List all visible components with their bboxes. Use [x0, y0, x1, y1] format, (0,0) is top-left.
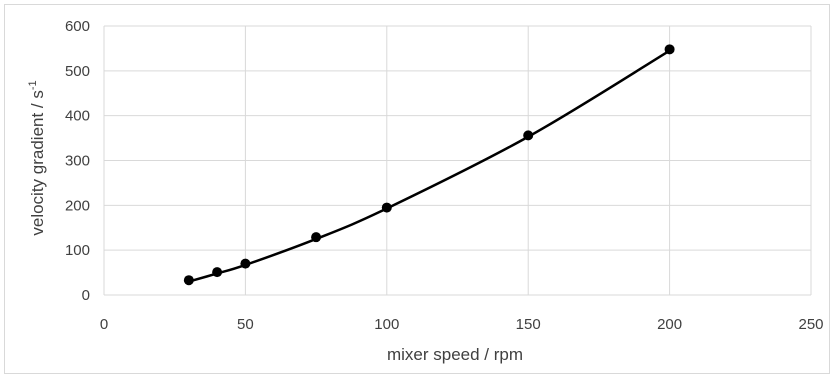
y-tick-label: 100: [65, 242, 90, 259]
x-tick-label: 50: [237, 316, 254, 333]
trend-curve-layer: [188, 49, 671, 283]
data-point: [240, 258, 251, 269]
trend-curve: [188, 49, 671, 283]
x-tick-label: 150: [516, 316, 541, 333]
tick-labels: 0 100 200 300 400 500 600 0 50 100 150 200 250: [65, 18, 824, 333]
chart-area: [4, 4, 830, 374]
data-points: [183, 44, 675, 286]
y-tick-label: 500: [65, 63, 90, 80]
data-point: [212, 267, 223, 278]
data-point: [183, 275, 194, 286]
y-tick-label: 200: [65, 197, 90, 214]
y-tick-label: 300: [65, 153, 90, 170]
y-axis-title: velocity gradient / s-1: [27, 80, 47, 235]
data-point: [311, 232, 322, 243]
data-point: [664, 44, 675, 55]
x-tick-label: 100: [374, 316, 399, 333]
y-tick-label: 0: [82, 287, 90, 304]
x-tick-label: 200: [657, 316, 682, 333]
data-point: [381, 202, 392, 213]
y-tick-label: 600: [65, 18, 90, 35]
x-axis-title: mixer speed / rpm: [387, 345, 523, 364]
y-tick-label: 400: [65, 108, 90, 125]
gridlines: [103, 25, 812, 296]
data-point: [523, 130, 534, 141]
y-axis-title-text: velocity gradient / s: [28, 90, 47, 236]
x-tick-label: 250: [798, 316, 823, 333]
y-axis-title-superscript: -1: [27, 80, 39, 90]
x-tick-label: 0: [100, 316, 108, 333]
